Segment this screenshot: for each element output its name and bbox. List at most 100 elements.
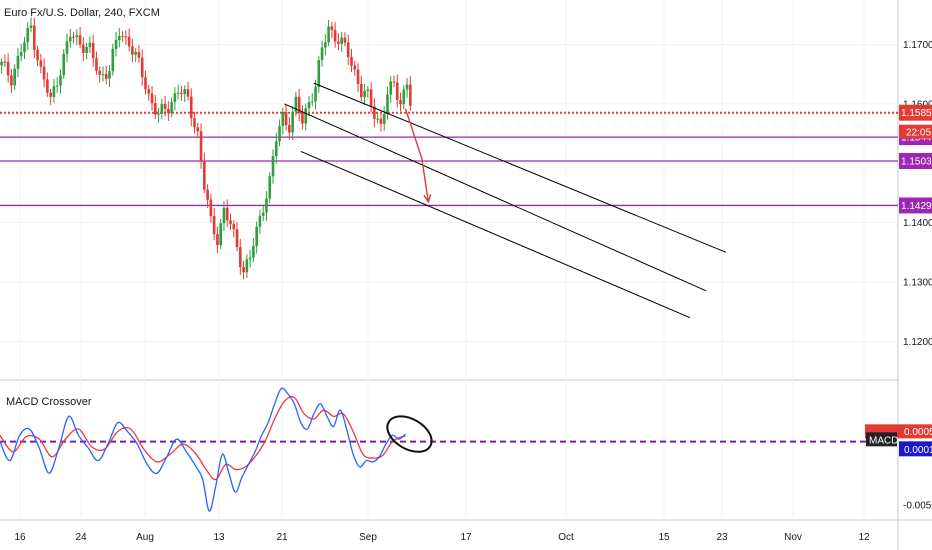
candle-body [29, 25, 33, 28]
candle-body [340, 37, 343, 44]
candle-body [16, 55, 20, 69]
candle-body [330, 26, 334, 30]
candle-body [104, 74, 108, 79]
macd-name-label: MACD [869, 435, 898, 446]
candle-body [343, 37, 347, 43]
candle-body [206, 189, 209, 200]
candle-body [284, 111, 288, 125]
candle-body [150, 93, 154, 104]
candle-body [363, 91, 366, 98]
chart-title: Euro Fx/U.S. Dollar, 240, FXCM [4, 7, 160, 19]
candle-body [366, 89, 370, 92]
candle-body [91, 43, 95, 59]
candle-body [386, 94, 389, 115]
candle-body [212, 215, 216, 235]
candle-body [193, 118, 196, 128]
candle-body [189, 96, 193, 119]
candle-body [382, 114, 386, 124]
candle-body [78, 35, 82, 45]
candle-body [170, 102, 173, 114]
candle-body [356, 69, 360, 85]
channel-line [284, 103, 707, 292]
candle-body [124, 36, 128, 38]
candle-body [121, 36, 124, 38]
x-tick-label: 12 [858, 532, 870, 543]
candle-body [65, 41, 69, 54]
candle-body [144, 77, 147, 90]
candle-body [333, 29, 337, 42]
candle-body [131, 46, 134, 55]
candle-body [134, 51, 137, 55]
candle-body [379, 118, 383, 124]
y-tick-label: 1.17000 [903, 40, 932, 51]
candle-body [127, 36, 131, 47]
candle-body [369, 89, 373, 107]
candle-body [294, 96, 298, 112]
candle-body [111, 48, 115, 72]
candle-body [23, 42, 26, 52]
candle-body [180, 92, 183, 95]
candle-body [33, 25, 36, 50]
candle-body [271, 156, 275, 177]
candle-body [160, 103, 164, 114]
candle-body [10, 75, 13, 86]
candle-body [278, 126, 281, 142]
countdown-label: 22:05 [906, 128, 931, 139]
x-tick-label: 13 [213, 532, 225, 543]
candle-body [3, 61, 7, 63]
signal-value-label: 0.0001 [904, 445, 932, 456]
signal-line [0, 395, 406, 481]
candle-body [153, 103, 157, 115]
candle-body [248, 257, 252, 260]
candle-body [167, 108, 170, 114]
candle-body [239, 247, 242, 268]
candle-body [353, 65, 357, 70]
candle-body [118, 36, 121, 40]
candle-body [255, 226, 258, 247]
candle-body [229, 220, 232, 225]
x-tick-label: 23 [716, 532, 728, 543]
projection-arrow-head [423, 194, 432, 204]
x-tick-label: 16 [14, 532, 26, 543]
y-tick-label: 1.14000 [903, 218, 932, 229]
candle-body [281, 111, 285, 127]
y-tick-label: 1.12000 [903, 337, 932, 348]
candle-body [26, 27, 30, 43]
projection-arrow-line [404, 108, 430, 202]
candle-body [108, 71, 111, 79]
candle-body [219, 223, 222, 246]
candle-body [82, 44, 85, 53]
candle-body [140, 57, 144, 78]
candle-body [245, 259, 249, 273]
candle-body [265, 198, 268, 213]
candle-body [409, 84, 412, 106]
macd-line [0, 387, 406, 512]
macd-pane [0, 387, 898, 512]
crossover-highlight-ellipse [386, 415, 433, 453]
candle-body [402, 89, 406, 105]
candle-body [297, 96, 301, 114]
x-tick-label: 24 [75, 532, 87, 543]
candle-body [13, 68, 16, 86]
time-axis[interactable]: 16 24 Aug 13 21 Sep 17 Oct 15 23 Nov 12 [14, 532, 870, 543]
candle-body [320, 47, 324, 61]
signal-value-tag [899, 441, 932, 457]
candle-body [274, 141, 278, 157]
candlesticks [0, 17, 412, 280]
candle-body [85, 46, 88, 53]
price-axis[interactable]: 1.170001.160001.150001.140001.130001.120… [899, 40, 932, 348]
candle-body [310, 101, 314, 103]
candle-body [346, 42, 350, 57]
macd-title: MACD Crossover [6, 396, 92, 408]
candle-body [225, 207, 229, 221]
x-tick-label: 15 [658, 532, 670, 543]
channel-line [313, 82, 727, 253]
candle-body [235, 229, 239, 248]
candle-body [324, 42, 327, 48]
candle-body [209, 199, 213, 216]
trend-channel [284, 82, 727, 319]
support-level-tag [899, 153, 932, 170]
candle-body [301, 113, 304, 124]
